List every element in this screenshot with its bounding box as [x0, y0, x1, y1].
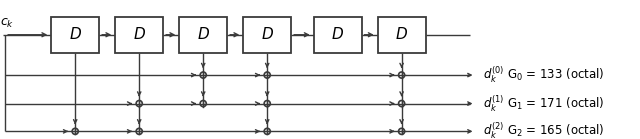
Text: D: D [69, 27, 81, 42]
Text: D: D [197, 27, 209, 42]
Text: D: D [261, 27, 273, 42]
Bar [115, 17, 163, 53]
Bar [179, 17, 227, 53]
Bar [378, 17, 426, 53]
Bar [51, 17, 99, 53]
Text: D: D [133, 27, 145, 42]
Text: D: D [332, 27, 344, 42]
Text: $d_k^{(1)}$ $\mathrm{G}_1$ = 171 (octal): $d_k^{(1)}$ $\mathrm{G}_1$ = 171 (octal) [483, 93, 605, 114]
Bar [314, 17, 362, 53]
Text: $c_k$: $c_k$ [0, 17, 14, 30]
Bar [243, 17, 291, 53]
Text: $d_k^{(0)}$ $\mathrm{G}_0$ = 133 (octal): $d_k^{(0)}$ $\mathrm{G}_0$ = 133 (octal) [483, 65, 605, 85]
Text: $d_k^{(2)}$ $\mathrm{G}_2$ = 165 (octal): $d_k^{(2)}$ $\mathrm{G}_2$ = 165 (octal) [483, 121, 605, 139]
Text: D: D [396, 27, 408, 42]
